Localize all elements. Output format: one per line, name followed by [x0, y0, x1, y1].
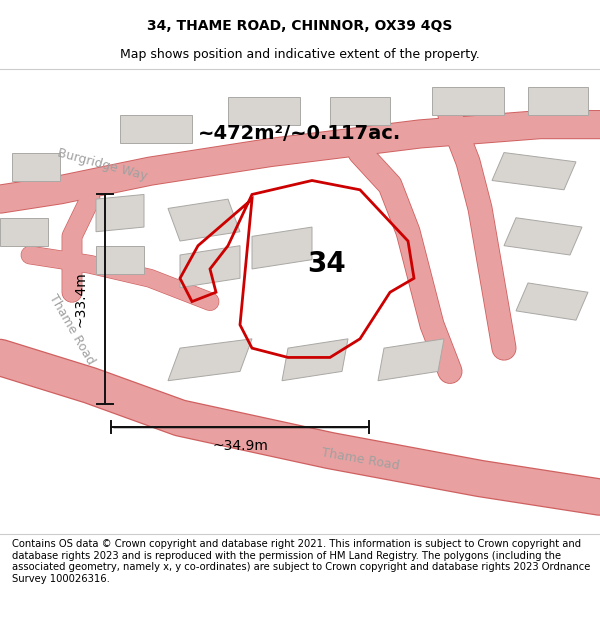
Text: 34, THAME ROAD, CHINNOR, OX39 4QS: 34, THAME ROAD, CHINNOR, OX39 4QS	[148, 19, 452, 33]
Text: Thame Road: Thame Road	[320, 447, 400, 473]
Polygon shape	[528, 88, 588, 115]
Polygon shape	[180, 246, 240, 288]
Text: 34: 34	[308, 250, 346, 278]
Polygon shape	[492, 152, 576, 190]
Polygon shape	[12, 152, 60, 181]
Polygon shape	[228, 97, 300, 124]
Text: ~33.4m: ~33.4m	[74, 271, 88, 327]
Polygon shape	[0, 217, 48, 246]
Polygon shape	[432, 88, 504, 115]
Polygon shape	[378, 339, 444, 381]
Polygon shape	[168, 199, 240, 241]
Text: ~472m²/~0.117ac.: ~472m²/~0.117ac.	[199, 124, 401, 143]
Polygon shape	[168, 339, 252, 381]
Text: Contains OS data © Crown copyright and database right 2021. This information is : Contains OS data © Crown copyright and d…	[12, 539, 590, 584]
Text: Thame Road: Thame Road	[47, 292, 97, 367]
Polygon shape	[330, 97, 390, 124]
Text: Map shows position and indicative extent of the property.: Map shows position and indicative extent…	[120, 48, 480, 61]
Polygon shape	[252, 227, 312, 269]
Polygon shape	[96, 194, 144, 232]
Polygon shape	[504, 217, 582, 255]
Polygon shape	[120, 115, 192, 143]
Text: Burgridge Way: Burgridge Way	[56, 146, 148, 182]
Polygon shape	[516, 283, 588, 320]
Polygon shape	[96, 246, 144, 274]
Text: ~34.9m: ~34.9m	[212, 439, 268, 453]
Polygon shape	[282, 339, 348, 381]
